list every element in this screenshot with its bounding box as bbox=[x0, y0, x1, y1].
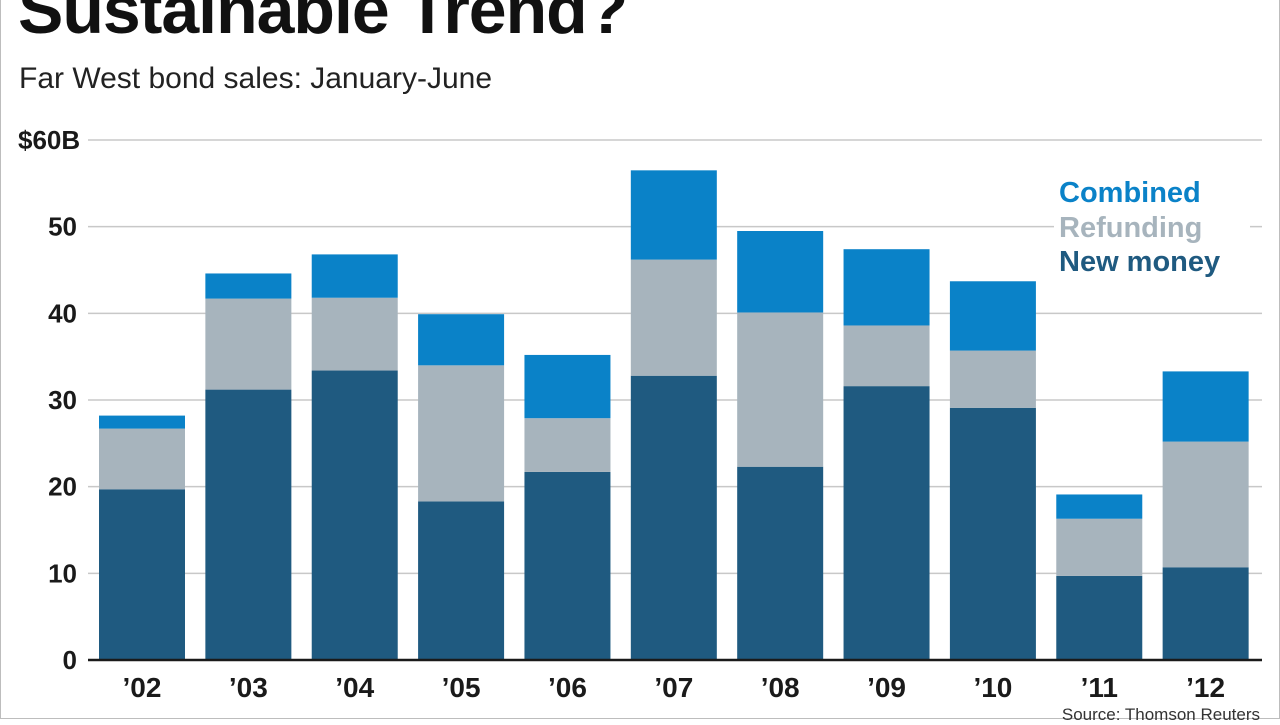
x-tick-label: ’11 bbox=[1081, 672, 1118, 703]
bar-refunding bbox=[311, 297, 398, 371]
bar-combined bbox=[843, 249, 930, 326]
x-tick-label: ’09 bbox=[867, 672, 906, 703]
legend-background bbox=[1054, 213, 1250, 247]
bar-new-money bbox=[630, 375, 717, 660]
bar-combined bbox=[1056, 494, 1143, 519]
legend-entry: New money bbox=[1059, 246, 1220, 278]
x-tick-label: ’12 bbox=[1186, 672, 1225, 703]
x-tick-label: ’08 bbox=[761, 672, 800, 703]
bar-combined bbox=[524, 354, 611, 419]
bar-combined bbox=[99, 415, 185, 429]
bar-new-money bbox=[1056, 575, 1143, 660]
source-note: Source: Thomson Reuters bbox=[1061, 705, 1260, 724]
bar-refunding bbox=[1162, 441, 1249, 568]
y-tick-label: 20 bbox=[48, 472, 77, 502]
bar-refunding bbox=[99, 428, 185, 490]
legend-entry: Refunding bbox=[1059, 212, 1202, 244]
bar-combined bbox=[1162, 371, 1249, 442]
y-tick-label: 0 bbox=[63, 645, 77, 675]
bar-combined bbox=[737, 231, 824, 313]
y-tick-label: 50 bbox=[48, 212, 77, 242]
x-tick-label: ’06 bbox=[548, 672, 587, 703]
bar-new-money bbox=[1162, 567, 1249, 660]
bar-new-money bbox=[99, 489, 185, 660]
bar-combined bbox=[418, 314, 505, 366]
bar-refunding bbox=[737, 312, 824, 467]
bar-refunding bbox=[843, 325, 930, 387]
bar-combined bbox=[630, 170, 717, 260]
bar-new-money bbox=[737, 466, 824, 660]
bar-refunding bbox=[1056, 518, 1143, 576]
y-tick-label: 30 bbox=[48, 385, 77, 415]
bar-new-money bbox=[843, 386, 930, 660]
legend-entry: Combined bbox=[1059, 177, 1201, 209]
x-tick-label: ’03 bbox=[229, 672, 268, 703]
bar-refunding bbox=[630, 259, 717, 376]
bar-combined bbox=[311, 254, 398, 298]
x-tick-label: ’02 bbox=[123, 672, 162, 703]
x-tick-label: ’07 bbox=[654, 672, 693, 703]
bar-new-money bbox=[524, 471, 611, 660]
chart-subtitle: Far West bond sales: January-June bbox=[19, 62, 493, 95]
bar-refunding bbox=[949, 350, 1036, 408]
y-tick-label: 10 bbox=[48, 558, 77, 588]
bar-refunding bbox=[524, 418, 611, 472]
bar-refunding bbox=[205, 298, 292, 390]
bar-combined bbox=[949, 281, 1036, 351]
x-tick-label: ’05 bbox=[442, 672, 481, 703]
bar-new-money bbox=[949, 407, 1036, 660]
bar-new-money bbox=[311, 370, 398, 660]
x-tick-label: ’04 bbox=[335, 672, 374, 703]
chart-title: Sustainable Trend? bbox=[18, 0, 628, 48]
x-tick-label: ’10 bbox=[973, 672, 1012, 703]
bar-new-money bbox=[205, 389, 292, 660]
bar-refunding bbox=[418, 365, 505, 502]
y-tick-label: 40 bbox=[48, 298, 77, 328]
bar-combined bbox=[205, 273, 292, 299]
y-tick-label: $60B bbox=[18, 125, 80, 155]
bar-new-money bbox=[418, 501, 505, 660]
